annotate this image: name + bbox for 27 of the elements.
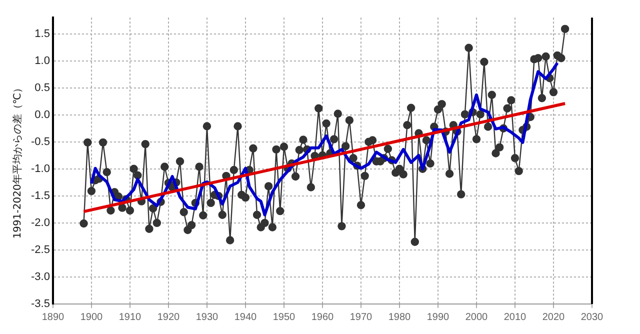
y-tick-label: 1.5 [34,28,50,40]
y-tick-label: -1.5 [30,190,50,202]
x-tick-label: 2000 [465,312,488,323]
x-tick-label: 1920 [157,312,180,323]
x-tick-label: 1910 [118,312,142,323]
x-tick-label: 1890 [42,312,65,323]
y-tick-label: 0.5 [34,82,50,94]
y-axis-title: 1991-2020年平均からの差（℃） [12,82,24,239]
y-tick-label: -3.0 [30,271,50,284]
y-tick-label: -2.5 [30,244,50,256]
x-tick-label: 2020 [542,312,566,323]
x-tick-label: 1950 [272,312,296,323]
x-tick-label: 1940 [234,312,258,323]
y-tick-label: -0.5 [30,136,50,148]
x-tick-label: 2010 [504,312,527,323]
x-tick-label: 1980 [388,312,412,323]
x-tick-label: 1930 [196,312,219,323]
x-tick-label: 1900 [80,312,104,323]
x-tick-label: 1970 [350,312,373,323]
y-tick-label: 0.0 [34,108,50,121]
y-tick-label: -3.5 [30,298,50,310]
x-tick-label: 2030 [580,312,604,323]
x-tick-label: 1960 [311,312,334,323]
y-tick-label: -2.0 [30,216,50,229]
x-tick-label: 1990 [426,312,450,323]
y-tick-label: 1.0 [34,54,50,67]
y-tick-label: -1.0 [30,162,50,175]
